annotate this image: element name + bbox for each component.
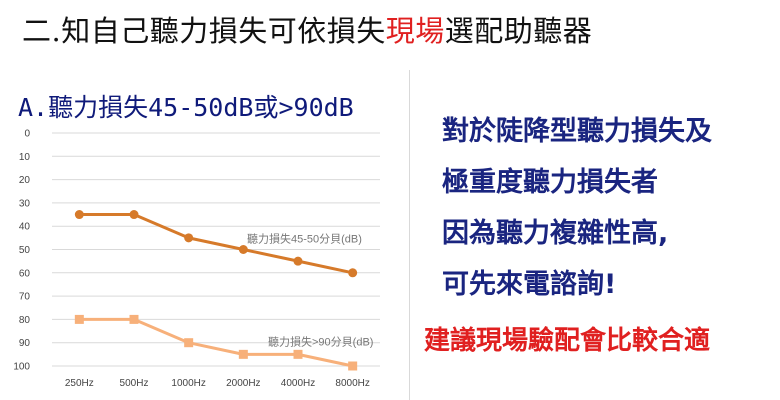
y-tick-label: 60 — [19, 268, 31, 279]
y-tick-label: 10 — [19, 152, 31, 163]
chart-heading: A.聽力損失45-50dB或>90dB — [18, 93, 354, 122]
y-tick-label: 30 — [19, 198, 31, 209]
x-tick-label: 250Hz — [65, 378, 94, 389]
x-tick-label: 2000Hz — [226, 378, 260, 389]
hearing-loss-chart: 0 10 20 30 40 50 60 70 80 90 100 250Hz 500Hz 1000Hz 20… — [13, 129, 380, 389]
x-tick-label: 500Hz — [120, 378, 149, 389]
y-tick-label: 0 — [24, 129, 30, 140]
x-tick-label: 4000Hz — [281, 378, 315, 389]
data-point — [74, 210, 84, 220]
page-title: 二.知自己聽力損失可依損失現場選配助聽器 — [22, 8, 592, 50]
data-point — [348, 361, 358, 371]
data-point — [184, 233, 194, 243]
info-line: 因為聽力複雜性高, — [442, 218, 669, 249]
series-line — [79, 317, 353, 368]
data-point — [129, 314, 139, 324]
recommendation-text: 建議現場驗配會比較合適 — [424, 326, 711, 356]
chart-panel — [0, 70, 410, 400]
x-tick-label: 8000Hz — [335, 378, 369, 389]
x-tick-label: 1000Hz — [171, 378, 205, 389]
data-point — [293, 256, 303, 266]
series-label: 聽力損失>90分貝(dB) — [268, 334, 373, 348]
y-tick-label: 50 — [19, 245, 31, 256]
series-line — [79, 213, 353, 275]
data-point — [129, 210, 139, 220]
info-line: 對於陡降型聽力損失及 — [442, 116, 712, 147]
title-suffix: 選配助聽器 — [444, 14, 593, 48]
y-tick-label: 70 — [19, 292, 31, 303]
series-label: 聽力損失45-50分貝(dB) — [247, 232, 362, 246]
y-tick-label: 100 — [13, 362, 30, 373]
data-point — [74, 314, 84, 324]
data-point — [348, 268, 358, 278]
info-line: 可先來電諮詢! — [442, 269, 617, 300]
data-point — [184, 338, 194, 348]
data-point — [238, 245, 248, 254]
data-point — [238, 349, 248, 359]
y-tick-label: 20 — [19, 175, 31, 186]
info-line: 極重度聽力損失者 — [442, 167, 658, 198]
y-tick-label: 40 — [19, 222, 31, 233]
title-highlight: 現場 — [385, 14, 445, 48]
title-prefix: 二.知自己聽力損失可依損失 — [22, 14, 386, 48]
y-tick-label: 80 — [19, 315, 31, 326]
info-block: 對於陡降型聽力損失及 極重度聽力損失者 因為聽力複雜性高, 可先來電諮詢! — [442, 106, 712, 310]
data-point — [293, 349, 303, 359]
y-tick-label: 90 — [19, 338, 31, 349]
